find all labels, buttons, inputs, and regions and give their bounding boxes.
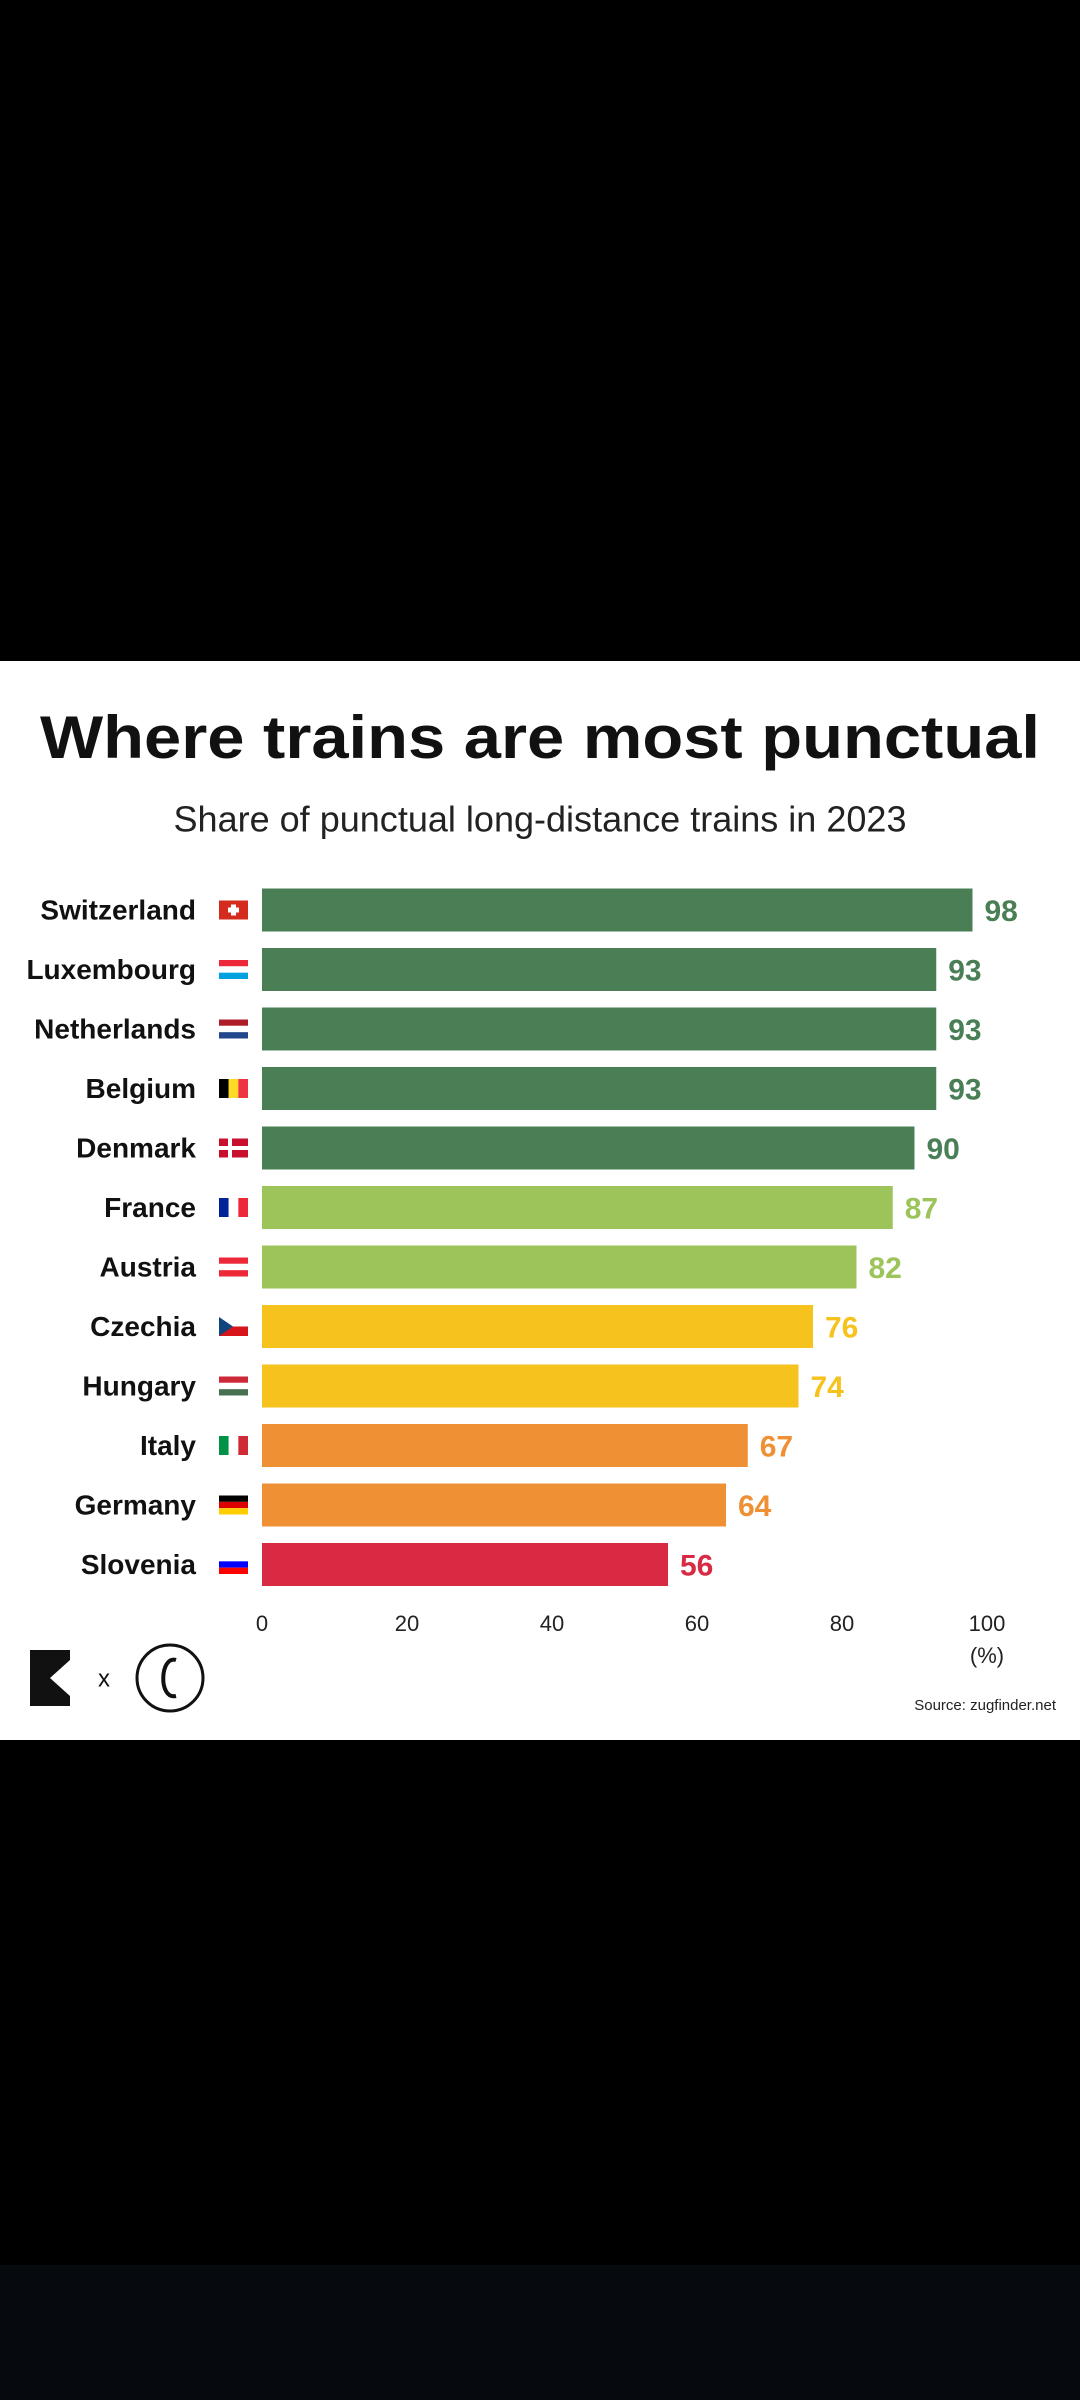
bar	[262, 1424, 748, 1467]
y-tick-label: Austria	[100, 1251, 197, 1282]
logo: x	[30, 1643, 205, 1713]
bar	[262, 948, 937, 991]
bar	[262, 1067, 937, 1110]
data-label: 93	[948, 954, 981, 987]
y-tick-label: Germany	[75, 1489, 197, 1520]
y-tick-label: Hungary	[82, 1370, 196, 1401]
x-tick-label: 20	[395, 1611, 419, 1636]
flag-stripe	[219, 1257, 248, 1264]
flag-stripe	[219, 1079, 229, 1098]
bar	[262, 1483, 726, 1527]
bar	[262, 1364, 799, 1408]
flag-stripe	[219, 1326, 248, 1336]
flag-stripe	[219, 972, 248, 979]
flag-triangle	[219, 1317, 233, 1336]
data-label: 74	[811, 1371, 845, 1404]
x-tick-label: 80	[830, 1611, 854, 1636]
flag-stripe	[219, 1376, 248, 1383]
flag-stripe	[219, 1025, 248, 1033]
flag-stripe	[219, 1567, 248, 1574]
y-tick-label: Slovenia	[81, 1549, 197, 1580]
flag-stripe	[219, 1555, 248, 1562]
flag-stripe	[228, 1436, 239, 1455]
flag-stripe	[228, 1198, 239, 1217]
logo-circle	[135, 1643, 205, 1713]
flag-stripe	[238, 1198, 248, 1217]
x-tick-label: 60	[685, 1611, 709, 1636]
flag-stripe	[219, 1436, 229, 1455]
chart-subtitle: Share of punctual long-distance trains i…	[174, 799, 907, 840]
source: Source: zugfinder.net	[914, 1697, 1057, 1714]
flag-stripe	[219, 1495, 248, 1502]
x-tick-label: 100	[969, 1611, 1006, 1636]
flag-cross	[219, 1146, 248, 1150]
bar	[262, 1543, 668, 1586]
bar	[262, 888, 973, 932]
y-tick-label: Luxembourg	[26, 954, 196, 985]
nav-bar	[0, 2265, 1080, 2400]
data-label: 82	[869, 1252, 902, 1285]
data-label: 93	[948, 1073, 981, 1106]
bar	[262, 1126, 915, 1170]
logo-separator: x	[98, 1665, 110, 1692]
flag-cross	[228, 907, 239, 913]
flag-stripe	[219, 1561, 248, 1568]
data-label: 90	[927, 1133, 960, 1166]
flag-stripe	[238, 1079, 248, 1098]
logo-c	[161, 1657, 177, 1699]
x-tick-label: 40	[540, 1611, 564, 1636]
bar	[262, 1245, 857, 1289]
data-label: 64	[738, 1490, 772, 1523]
flag-stripe	[219, 1019, 248, 1026]
data-label: 76	[825, 1311, 858, 1344]
flag-stripe	[219, 1263, 248, 1271]
flag-stripe	[219, 960, 248, 967]
x-axis-label: (%)	[970, 1643, 1004, 1668]
data-label: 93	[948, 1014, 981, 1047]
flag-stripe	[238, 1436, 248, 1455]
flag-stripe	[219, 1501, 248, 1509]
flag-stripe	[219, 1032, 248, 1039]
bar	[262, 1007, 937, 1051]
data-label: 67	[760, 1430, 793, 1463]
flag-stripe	[219, 1508, 248, 1515]
y-tick-label: Denmark	[76, 1132, 196, 1163]
bar	[262, 1186, 893, 1229]
flag-stripe	[219, 1389, 248, 1396]
flag-stripe	[219, 966, 248, 973]
data-label: 87	[905, 1192, 938, 1225]
y-tick-label: France	[104, 1192, 196, 1223]
y-tick-label: Switzerland	[40, 894, 196, 925]
bar	[262, 1305, 813, 1348]
flag-stripe	[219, 1270, 248, 1277]
flag-stripe	[228, 1079, 239, 1098]
y-tick-label: Italy	[140, 1430, 196, 1461]
flag-stripe	[219, 1198, 229, 1217]
logo-e	[30, 1650, 70, 1706]
chart-title: Where trains are most punctual	[40, 704, 1040, 771]
y-tick-label: Czechia	[90, 1311, 196, 1342]
x-tick-label: 0	[256, 1611, 268, 1636]
flag-stripe	[219, 1317, 248, 1327]
data-label: 56	[680, 1549, 713, 1582]
y-tick-label: Netherlands	[34, 1013, 196, 1044]
data-label: 98	[985, 895, 1018, 928]
y-tick-label: Belgium	[86, 1073, 196, 1104]
flag-stripe	[219, 1382, 248, 1390]
